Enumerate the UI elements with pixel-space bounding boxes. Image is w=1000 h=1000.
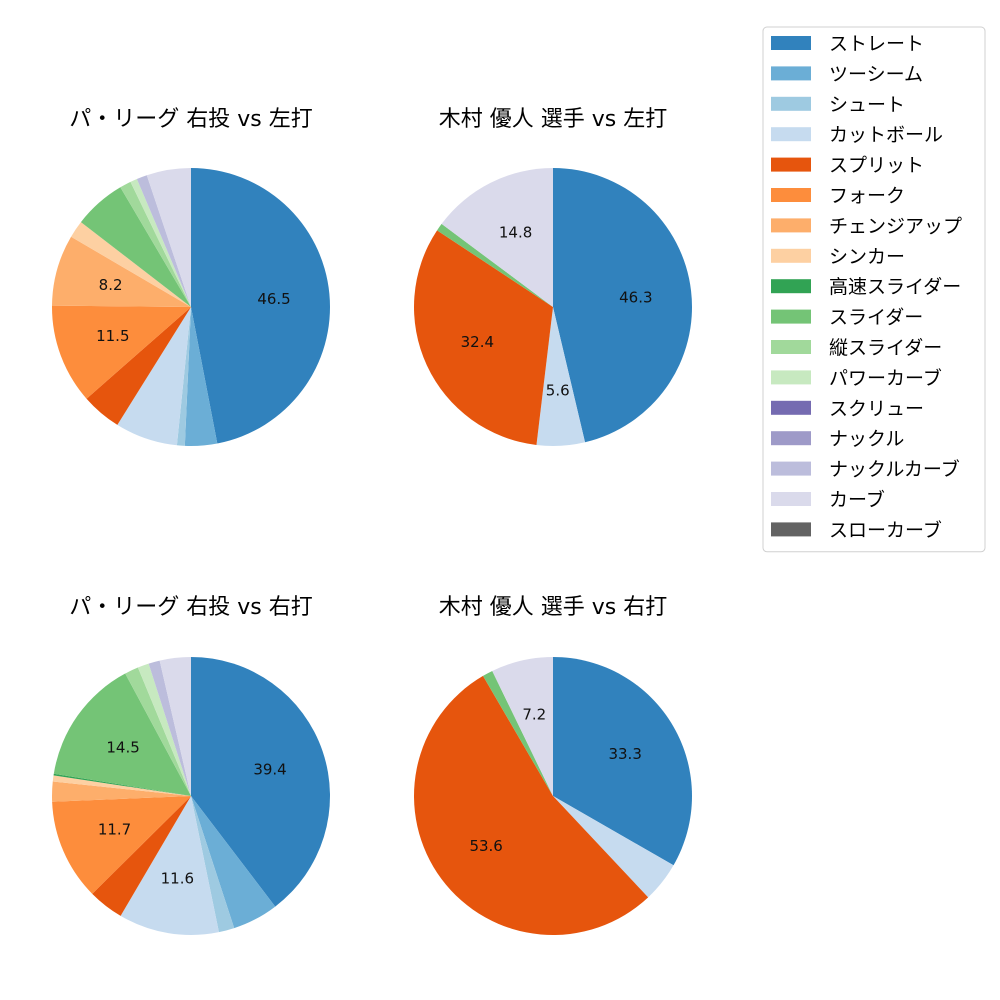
legend-swatch: [771, 96, 811, 111]
legend-entry-label: 高速スライダー: [829, 276, 961, 298]
slice-value-label: 39.4: [253, 760, 286, 778]
pie-slice: [176, 307, 191, 446]
pie-slice: [53, 773, 192, 796]
pie-slice: [414, 675, 649, 935]
pie-slice: [125, 667, 191, 796]
legend-swatch: [771, 522, 811, 537]
legend-entry-label: ストレート: [829, 33, 924, 55]
chart-title: パ・リーグ 右投 vs 左打: [69, 107, 312, 132]
pie-slice: [136, 175, 191, 307]
legend-swatch: [771, 492, 811, 506]
slice-value-label: 8.2: [99, 276, 123, 294]
pie-slice: [159, 657, 191, 796]
pie-slice: [71, 222, 191, 307]
legend-entry-label: ナックル: [829, 428, 904, 450]
pie-slice: [52, 236, 191, 307]
pie-slice: [414, 230, 553, 446]
pie-slice: [120, 796, 219, 935]
pie-slice: [51, 781, 191, 802]
pie-chart-4: 木村 優人 選手 vs 右打 33.3 53.6 7.2: [414, 595, 693, 935]
legend-entry-label: スライダー: [829, 307, 923, 329]
pie-slice: [148, 660, 191, 796]
legend-entry-label: ナックルカーブ: [829, 458, 960, 481]
legend-swatch: [771, 36, 811, 50]
legend-swatch: [771, 431, 811, 446]
slice-value-label: 46.5: [257, 290, 290, 308]
legend-entry-label: パワーカーブ: [829, 366, 942, 389]
legend-entry-label: シュート: [829, 94, 905, 116]
pie-slice: [120, 181, 191, 307]
legend-swatch: [771, 188, 811, 202]
slice-value-label: 11.5: [96, 327, 129, 345]
pie-slice: [80, 187, 191, 307]
pie-slice: [92, 796, 191, 916]
legend-entry-label: スローカーブ: [829, 518, 942, 541]
slice-value-label: 11.6: [161, 869, 194, 887]
legend-entry-label: ツーシーム: [829, 63, 923, 85]
legend-entry-label: フォーク: [829, 185, 905, 207]
legend-swatch: [771, 279, 811, 294]
slice-value-label: 14.8: [499, 223, 532, 241]
pie-slice: [536, 307, 586, 446]
legend-entry-label: シンカー: [829, 246, 905, 268]
legend-entry-label: スプリット: [829, 155, 924, 177]
pie-slice: [191, 796, 235, 933]
pie-slice: [146, 168, 191, 307]
legend-swatch: [771, 127, 811, 142]
pie-chart-1: パ・リーグ 右投 vs 左打 46.5 11.5 8.2: [52, 107, 331, 447]
slice-value-label: 14.5: [106, 739, 139, 757]
pie-slice: [86, 307, 191, 425]
pie-slice: [553, 656, 693, 866]
legend-entry-label: カットボール: [829, 124, 943, 146]
pie-slice: [553, 796, 674, 898]
slice-value-label: 32.4: [461, 333, 494, 351]
pie-slice: [52, 305, 191, 399]
pie-slice: [117, 307, 191, 446]
slice-value-label: 7.2: [522, 706, 546, 724]
pie-slice: [437, 223, 553, 307]
pie-slice: [441, 168, 553, 307]
chart-title: パ・リーグ 右投 vs 右打: [69, 595, 312, 620]
slice-value-label: 11.7: [98, 820, 131, 838]
legend-swatch: [771, 340, 811, 354]
pie-slice: [130, 178, 191, 307]
pie-slice: [191, 657, 331, 907]
pie-slice: [184, 307, 218, 447]
slice-value-label: 53.6: [469, 837, 502, 855]
legend-entry-label: チェンジアップ: [829, 215, 962, 237]
legend-swatch: [771, 218, 811, 233]
legend-frame: [762, 26, 986, 553]
legend-entry-label: スクリュー: [829, 398, 924, 420]
pie-slice: [137, 663, 191, 796]
legend-swatch: [771, 370, 811, 385]
slice-value-label: 46.3: [619, 288, 652, 306]
slice-value-label: 33.3: [608, 745, 641, 763]
pie-slice: [53, 673, 192, 796]
chart-title: 木村 優人 選手 vs 左打: [439, 107, 667, 132]
pie-slice: [191, 168, 331, 444]
pie-slice: [482, 670, 553, 796]
pie-slice: [191, 796, 276, 929]
chart-title: 木村 優人 選手 vs 右打: [439, 595, 667, 620]
legend-entry-label: カーブ: [829, 488, 885, 511]
legend-entry-label: 縦スライダー: [829, 337, 942, 359]
legend-swatch: [771, 248, 811, 263]
legend: ストレートツーシームシュートカットボールスプリットフォークチェンジアップシンカー…: [762, 26, 986, 553]
legend-swatch: [771, 309, 811, 324]
legend-swatch: [771, 461, 811, 476]
legend-swatch: [771, 157, 811, 172]
pie-charts: パ・リーグ 右投 vs 左打 46.5 11.5 8.2 木村 優人 選手 vs 左打 4…: [51, 107, 693, 935]
pie-slice: [52, 796, 191, 894]
legend-swatch: [771, 400, 811, 415]
pie-chart-3: パ・リーグ 右投 vs 右打 39.4 11.6 11.7 14.5: [51, 595, 331, 935]
legend-swatch: [771, 66, 811, 81]
pie-slice: [553, 168, 692, 443]
pie-chart-2: 木村 優人 選手 vs 左打 46.3 5.6 32.4 14.8: [414, 107, 692, 446]
pie-slice: [492, 657, 553, 796]
pie-slice: [52, 775, 192, 796]
slice-value-label: 5.6: [546, 381, 570, 399]
